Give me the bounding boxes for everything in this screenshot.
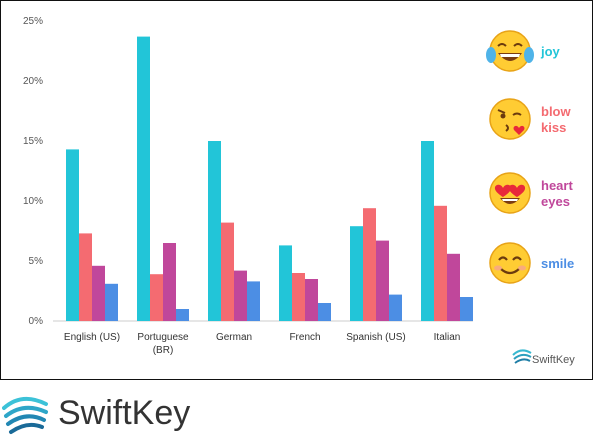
smiling-face-emoji-face [489, 242, 531, 284]
x-tick-label: Italian [434, 332, 461, 343]
blowing-kiss-emoji-icon [489, 98, 531, 140]
bar-chart: 0% 5% 10% 15% 20% 25% English (US) Portuguese(… [23, 16, 575, 366]
bar-joy [421, 141, 434, 321]
legend-label: blow kiss [541, 104, 571, 135]
legend-item-blow-kiss: blow kiss [489, 98, 571, 140]
bar-smile [460, 297, 473, 321]
bars [66, 36, 473, 321]
y-tick-label: 5% [29, 256, 44, 267]
bar-joy [137, 36, 150, 321]
bar-joy [66, 149, 79, 321]
smiling-face-emoji-icon [489, 242, 531, 284]
legend-item-heart-eyes: heart eyes [489, 172, 573, 214]
y-tick-label: 25% [23, 16, 43, 27]
swiftkey-watermark: SwiftKey [512, 349, 575, 366]
bar-heart-eyes [92, 265, 105, 321]
heart-eyes-emoji-icon [489, 172, 531, 214]
x-tick-label: English (US) [64, 332, 120, 343]
x-tick-label: German [216, 332, 252, 343]
bar-smile [105, 283, 118, 321]
bar-smile [176, 309, 189, 321]
bar-heart-eyes [305, 279, 318, 321]
x-tick-label: French [289, 332, 320, 343]
y-tick-label: 20% [23, 76, 43, 87]
bar-joy [208, 141, 221, 321]
heart-eyes-emoji-face [489, 172, 531, 214]
legend-item-joy: joy [486, 30, 561, 72]
bar-blow-kiss [363, 208, 376, 321]
tears-of-joy-emoji-icon [486, 30, 534, 72]
bar-smile [318, 303, 331, 321]
bar-smile [247, 281, 260, 321]
blowing-kiss-emoji-face [489, 98, 531, 140]
swiftkey-logo-icon [2, 396, 48, 434]
bar-joy [279, 245, 292, 321]
legend-item-smile: smile [489, 242, 574, 284]
chart-frame: 0% 5% 10% 15% 20% 25% English (US) Portuguese(… [0, 0, 593, 380]
bar-blow-kiss [150, 274, 163, 321]
y-tick-label: 0% [29, 316, 44, 327]
bar-blow-kiss [292, 273, 305, 321]
bar-heart-eyes [447, 253, 460, 321]
x-tick-label: Spanish (US) [346, 332, 405, 343]
x-axis-labels: English (US) Portuguese (BR) German French Sp… [64, 332, 460, 356]
bar-heart-eyes [376, 240, 389, 321]
swiftkey-watermark-icon [512, 349, 532, 364]
legend-label: smile [541, 256, 574, 271]
swiftkey-footer-logo: SwiftKey [2, 394, 302, 440]
legend-label: heart eyes [541, 178, 573, 209]
swiftkey-watermark-text: SwiftKey [532, 354, 575, 366]
legend-label: joy [540, 44, 561, 59]
tears-of-joy-emoji-face [489, 30, 531, 72]
bar-blow-kiss [79, 233, 92, 321]
y-tick-label: 10% [23, 196, 43, 207]
bar-blow-kiss [221, 222, 234, 321]
bar-heart-eyes [163, 243, 176, 321]
bar-smile [389, 294, 402, 321]
y-tick-label: 15% [23, 136, 43, 147]
bar-blow-kiss [434, 205, 447, 321]
bar-joy [350, 226, 363, 321]
swiftkey-logo-text: SwiftKey [58, 394, 191, 432]
bar-heart-eyes [234, 270, 247, 321]
legend: joy blow kiss heart eyes smile [486, 30, 574, 284]
x-tick-label: Portuguese (BR) [137, 332, 189, 356]
y-axis: 0% 5% 10% 15% 20% 25% [23, 16, 43, 327]
